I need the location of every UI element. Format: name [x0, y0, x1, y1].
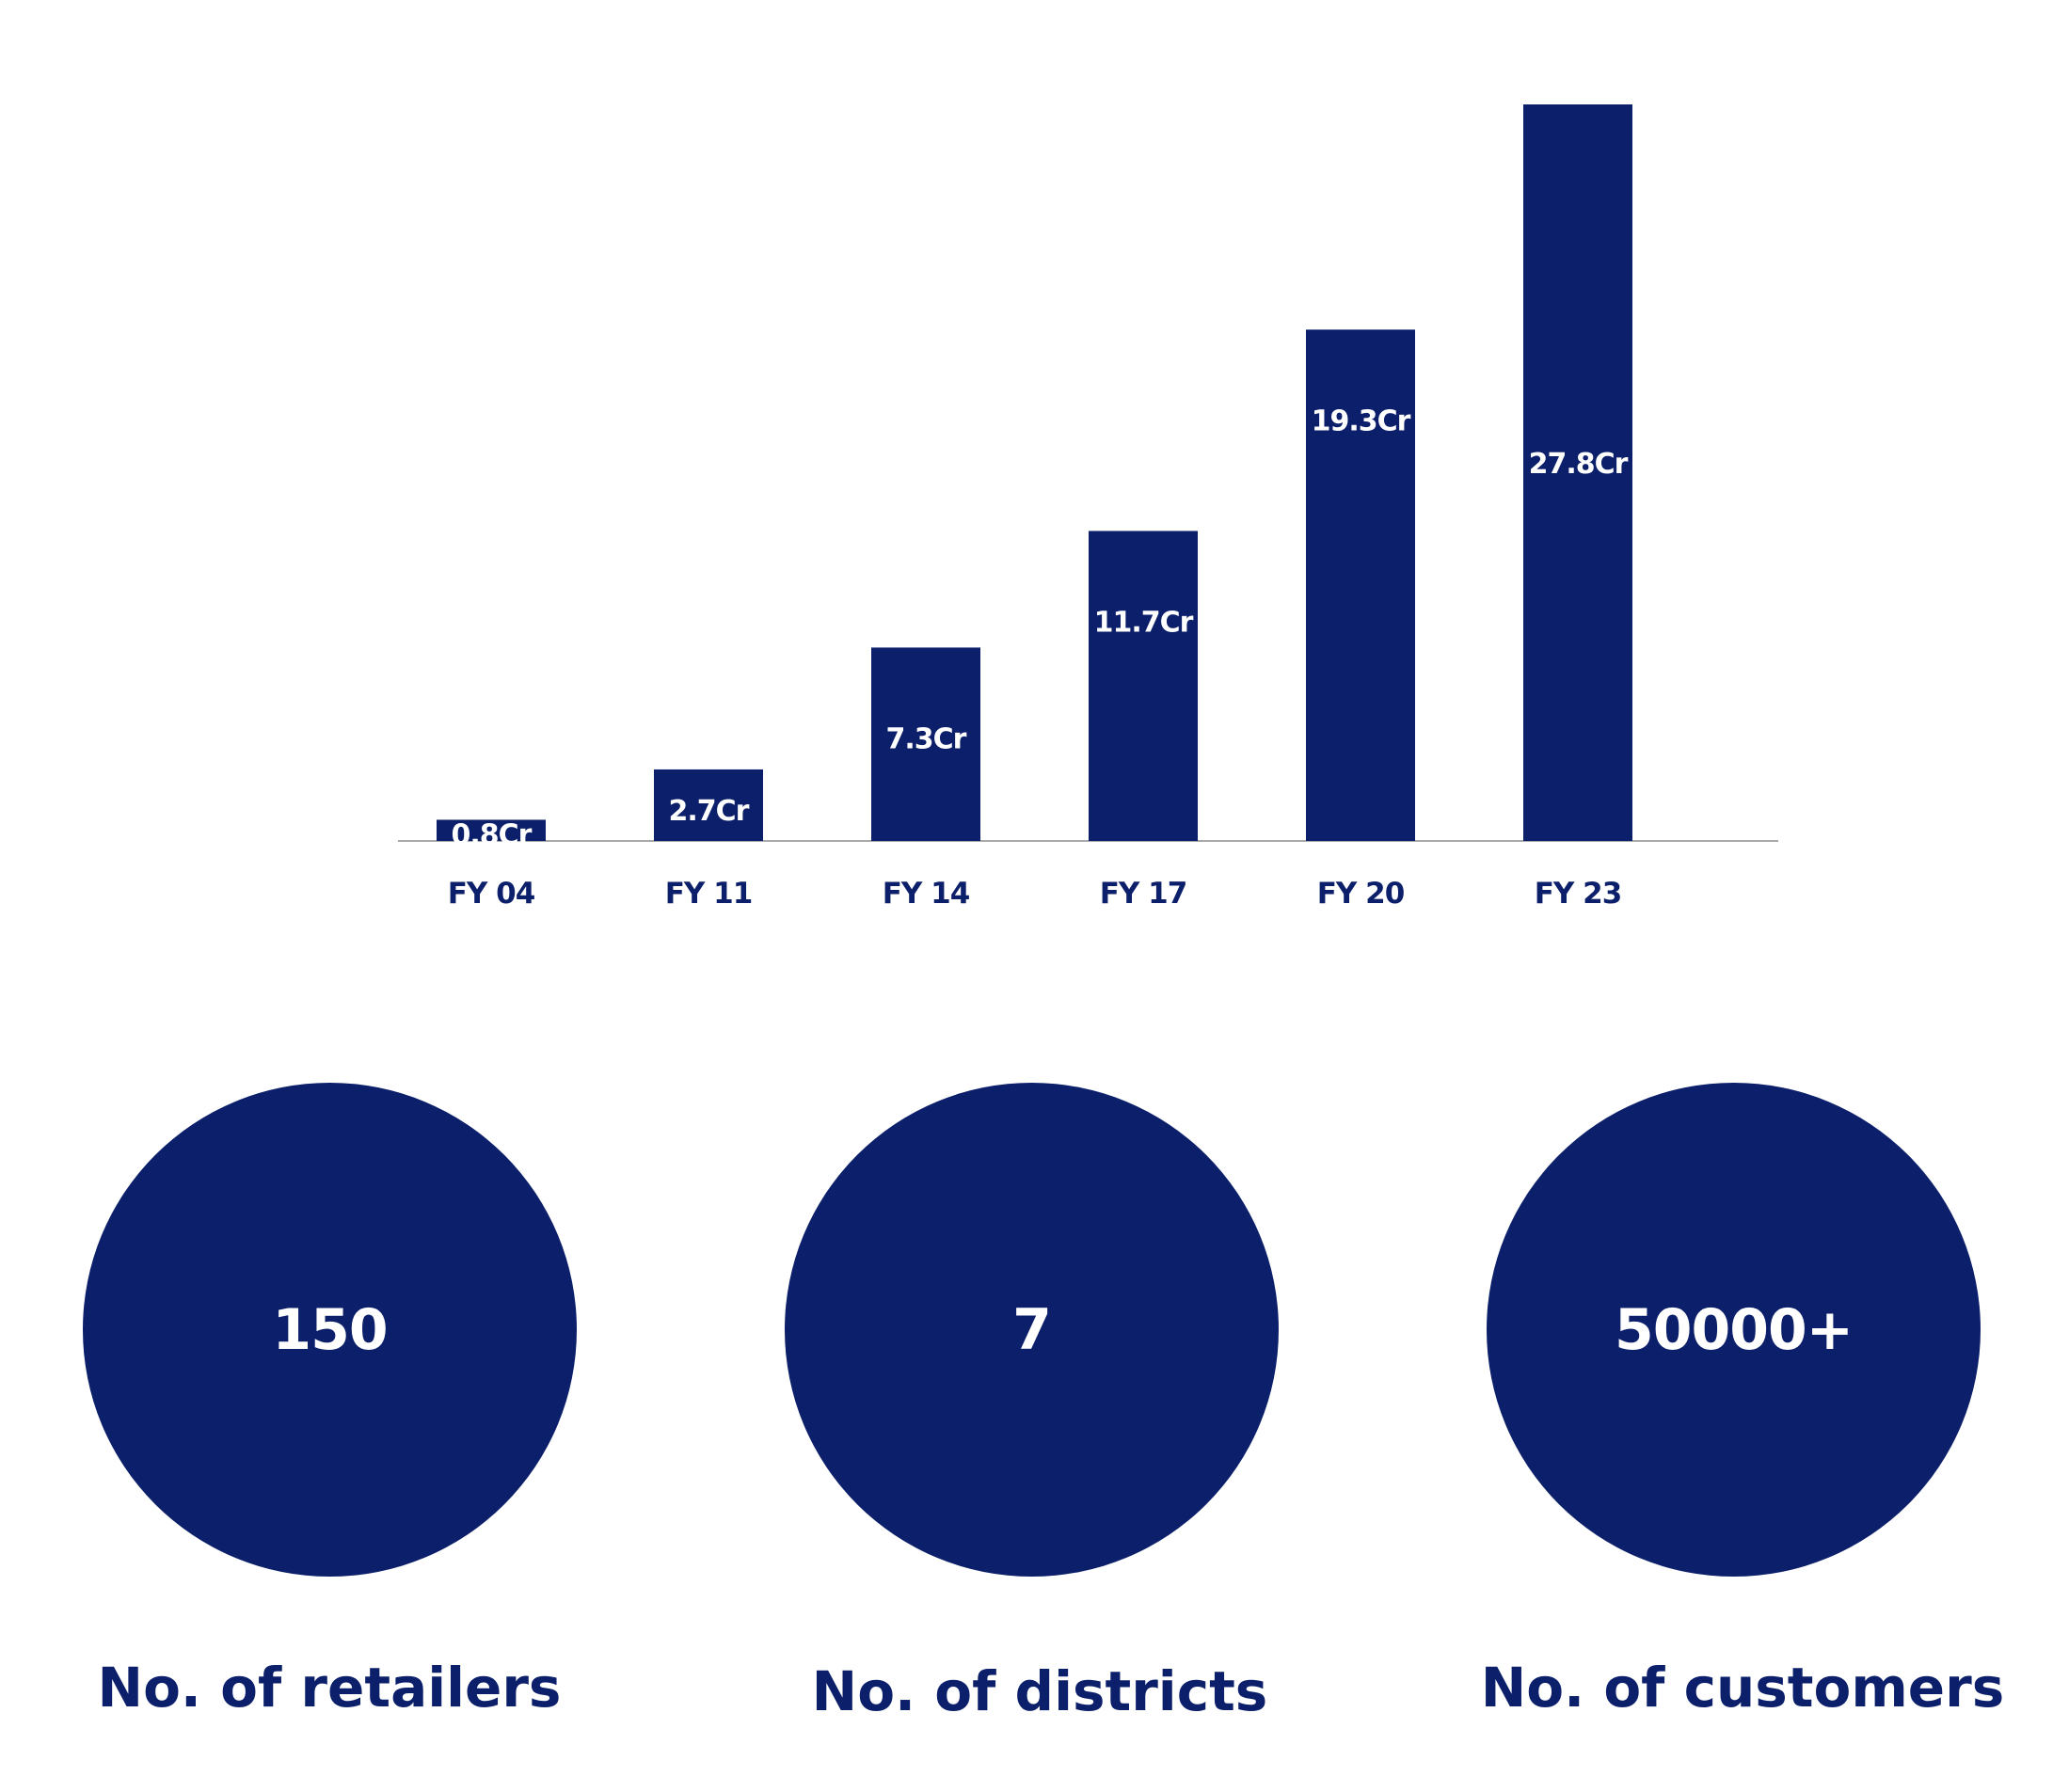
bar-fy-23 [1523, 104, 1632, 841]
stat-label-retailers: No. of retailers [97, 1656, 562, 1720]
bar-data-label: 27.8Cr [1529, 448, 1629, 481]
bar-data-label: 2.7Cr [669, 795, 750, 828]
x-tick-label: FY 14 [883, 877, 970, 911]
bar-fy-20 [1306, 329, 1415, 841]
stat-value-retailers: 150 [272, 1296, 388, 1363]
x-tick-label: FY 04 [448, 877, 535, 911]
bar-fy-04 [437, 819, 546, 841]
x-tick-label: FY 17 [1100, 877, 1187, 911]
bar-data-label: 19.3Cr [1312, 404, 1411, 437]
stat-label-districts: No. of districts [811, 1659, 1268, 1723]
x-tick-label: FY 11 [665, 877, 753, 911]
bar-fy-14 [871, 647, 980, 841]
stat-circle-districts: 7 [785, 1083, 1279, 1577]
x-tick-label: FY 20 [1317, 877, 1405, 911]
stat-circle-retailers: 150 [83, 1083, 577, 1577]
bar-data-label: 11.7Cr [1094, 606, 1194, 639]
bar-fy-11 [654, 769, 763, 841]
bar-data-label: 0.8Cr [452, 819, 533, 852]
bar-chart: 0.8Cr FY 04 2.7Cr FY 11 7.3Cr FY 14 11.7Cr FY 1… [398, 104, 1778, 911]
bar-data-label: 7.3Cr [886, 722, 967, 755]
bar-fy-17 [1089, 531, 1198, 841]
stat-circle-customers: 50000+ [1487, 1083, 1981, 1577]
x-tick-label: FY 23 [1535, 877, 1622, 911]
stat-value-districts: 7 [1012, 1296, 1052, 1363]
stat-value-customers: 50000+ [1614, 1296, 1854, 1363]
stat-label-customers: No. of customers [1480, 1656, 2005, 1720]
